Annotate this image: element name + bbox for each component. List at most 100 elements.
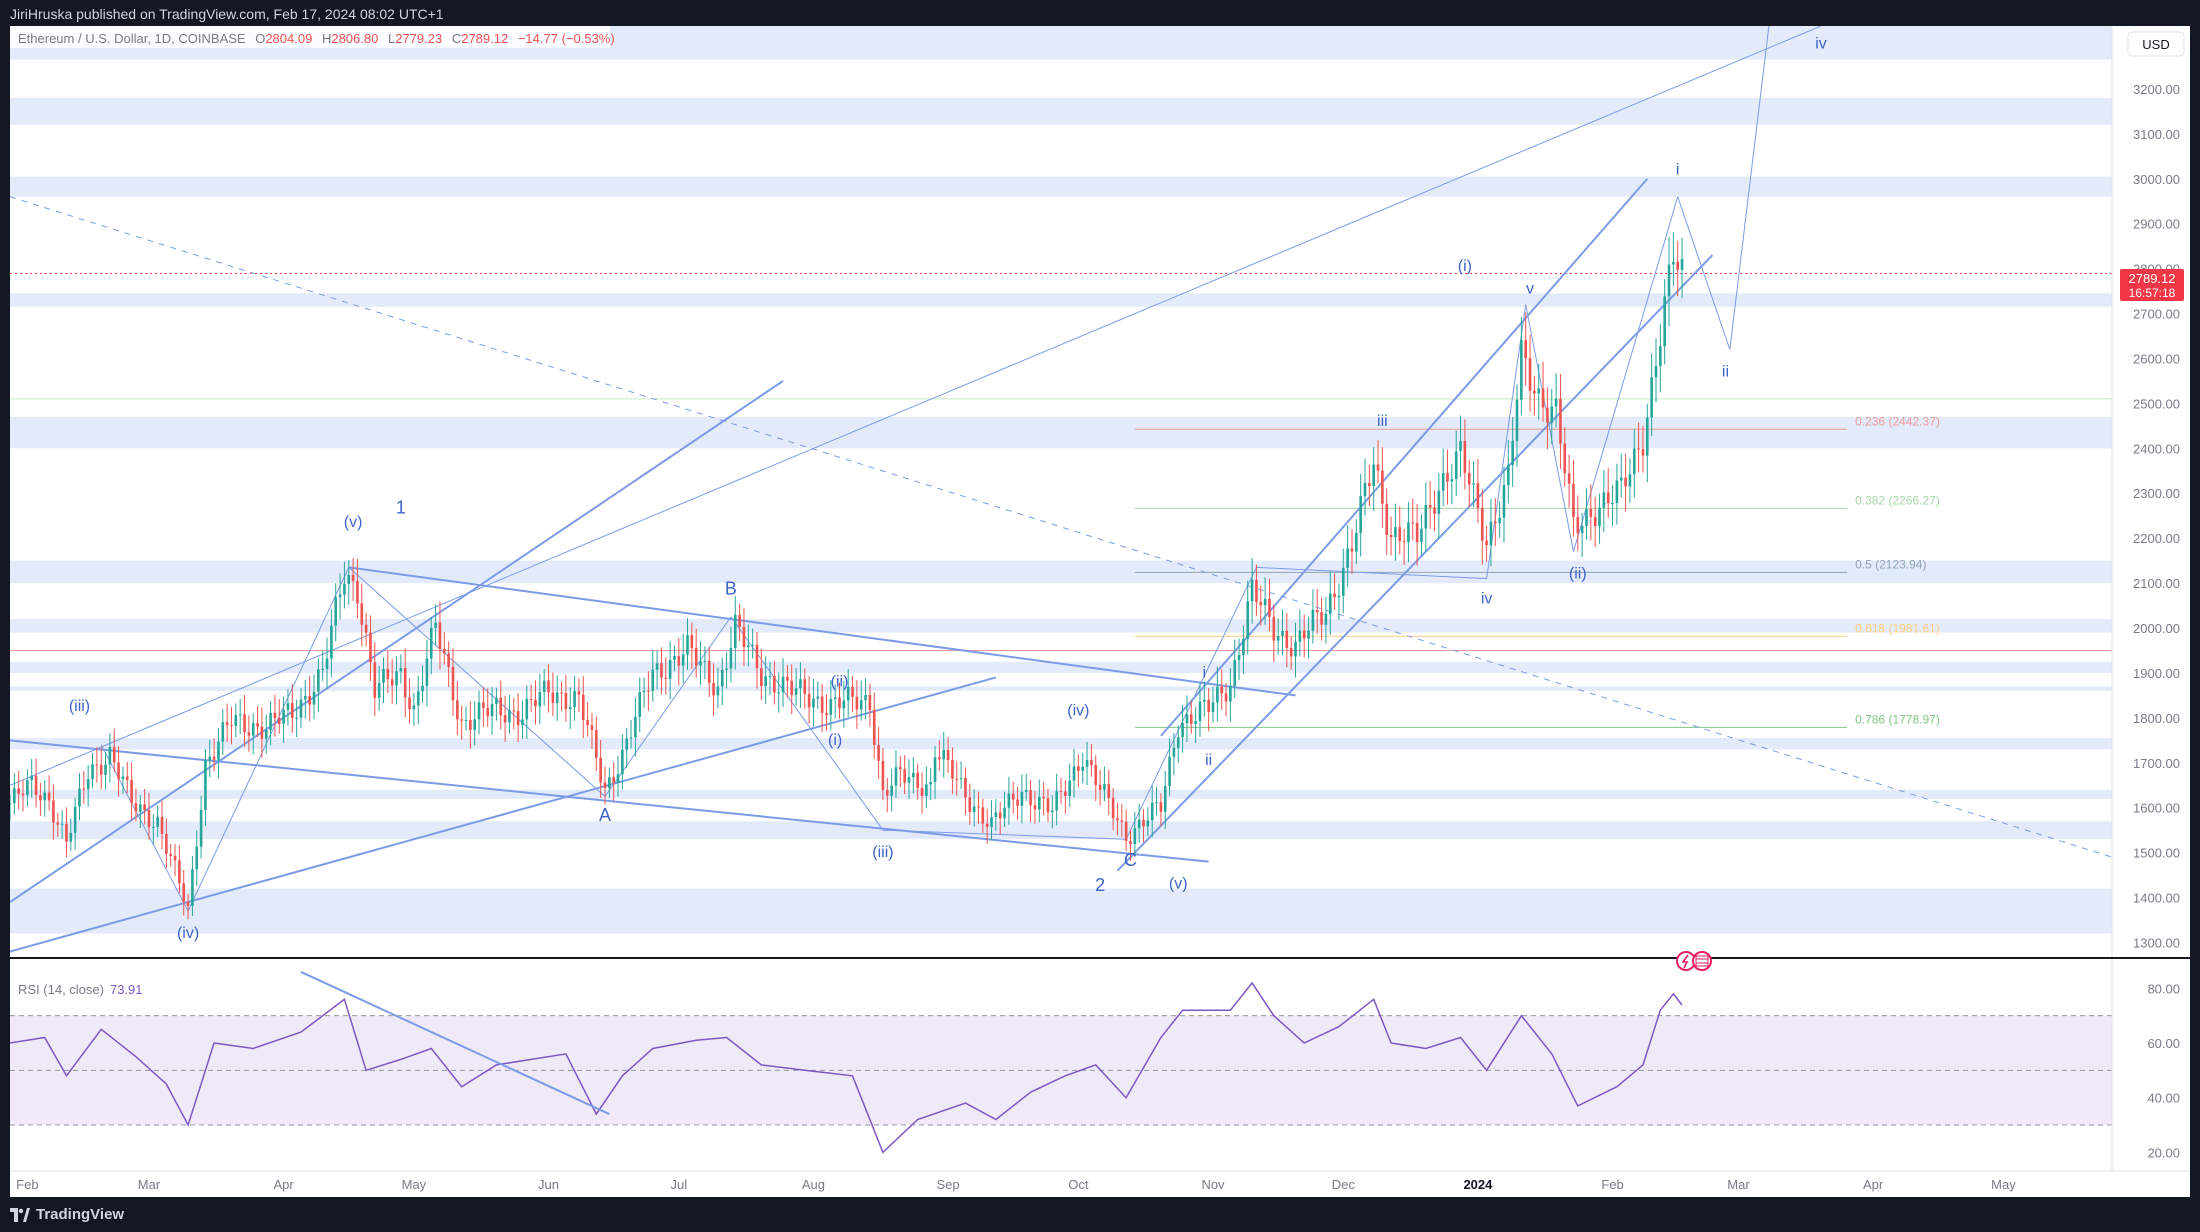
price-tick-label: 1300.00 [2133, 936, 2180, 951]
price-tick-label: 2700.00 [2133, 307, 2180, 322]
candle [1289, 647, 1293, 657]
candle [82, 788, 86, 790]
candle [1411, 522, 1415, 524]
candle [1259, 601, 1263, 606]
candle [243, 714, 246, 733]
wave-label: 2 [1095, 875, 1105, 895]
candle [603, 782, 607, 788]
candle [1237, 655, 1241, 661]
wave-zigzag [1525, 304, 1574, 552]
time-axis: Feb Mar Apr May Jun Jul Aug Sep Oct Nov Dec 2024 Feb… [10, 1170, 2190, 1192]
candle [382, 668, 385, 683]
wave-label: i [1676, 161, 1680, 178]
wave-label: (iii) [872, 844, 893, 861]
channel-line [1160, 178, 1649, 737]
time-tick-label: May [1991, 1177, 2016, 1192]
candle [21, 793, 25, 796]
candle [1433, 507, 1436, 514]
candle [833, 697, 837, 700]
tradingview-logo-icon [10, 1207, 30, 1222]
rsi-pane [10, 971, 2112, 1154]
candle [273, 712, 277, 719]
candle [1328, 593, 1332, 614]
candle [160, 816, 164, 834]
candle [1020, 791, 1024, 806]
candle [1663, 296, 1666, 347]
candle [925, 784, 928, 797]
time-tick-label: Apr [1863, 1177, 1884, 1192]
fib-level-label: 0.786 (1778.97) [1855, 712, 1940, 726]
candle [1263, 598, 1267, 606]
candle [586, 720, 589, 726]
candle [1072, 766, 1076, 781]
candle [1094, 765, 1098, 785]
time-tick-label: Mar [1727, 1177, 1750, 1192]
wave-label: (v) [344, 514, 363, 531]
candle [295, 717, 298, 719]
candle [1046, 798, 1050, 813]
candle [1268, 598, 1271, 617]
candle [699, 661, 702, 666]
candle [99, 764, 103, 775]
candle [1281, 630, 1284, 637]
candle [217, 741, 220, 760]
candle [1311, 609, 1315, 631]
svg-text:Ethereum / U.S. Dollar, 1D, CO: Ethereum / U.S. Dollar, 1D, COINBASE O28… [18, 31, 615, 46]
tradingview-logo[interactable]: TradingView [10, 1206, 124, 1223]
dashed-line [10, 196, 2113, 858]
wave-zigzag [348, 567, 606, 797]
candle [1350, 548, 1354, 552]
candle [1463, 441, 1467, 473]
candle [334, 597, 338, 626]
price-zone [10, 176, 2112, 197]
legend-h-label: H [322, 31, 331, 46]
candle [1307, 630, 1310, 639]
chart-frame[interactable]: 0.236 (2442.37) 0.382 (2266.27) 0.5 (2123.… [10, 26, 2190, 1197]
rsi-band [10, 1015, 2112, 1125]
wave-label: (iv) [1067, 703, 1089, 720]
candle [1572, 483, 1575, 517]
candle [725, 668, 728, 670]
candle [1537, 388, 1541, 394]
candle [1037, 796, 1041, 810]
candle [1667, 264, 1671, 297]
candle [616, 774, 620, 783]
candle [351, 574, 355, 581]
candle [1168, 756, 1171, 787]
candle [542, 680, 546, 693]
candle [95, 764, 99, 766]
events-icons[interactable] [1676, 951, 1712, 971]
candle [647, 690, 650, 692]
candle [1159, 802, 1163, 812]
candle [881, 760, 885, 790]
candle [1654, 366, 1658, 378]
chart-canvas[interactable]: 0.236 (2442.37) 0.382 (2266.27) 0.5 (2123.… [10, 26, 2190, 1197]
candle [903, 769, 906, 783]
candle [1081, 766, 1085, 771]
candle [86, 779, 90, 790]
currency-button[interactable]: USD [2142, 37, 2169, 52]
candle [1051, 810, 1054, 813]
wave-projection [1677, 196, 1731, 350]
candle [742, 626, 746, 648]
candle [686, 635, 689, 655]
candle [920, 787, 924, 797]
candle [1376, 464, 1380, 471]
candle [499, 697, 503, 716]
candle [777, 692, 781, 694]
candle [673, 656, 676, 660]
candle [17, 788, 20, 794]
candle [807, 693, 811, 708]
wave-label: iv [1815, 35, 1827, 52]
candle [720, 669, 724, 687]
candle [277, 718, 281, 724]
candle [812, 698, 815, 708]
candle [282, 709, 285, 724]
candle [929, 781, 933, 785]
candle [955, 778, 959, 780]
candle [1559, 398, 1562, 444]
candle [1298, 630, 1302, 642]
candle [1011, 793, 1015, 800]
candle [1003, 807, 1006, 819]
candle [573, 691, 576, 708]
